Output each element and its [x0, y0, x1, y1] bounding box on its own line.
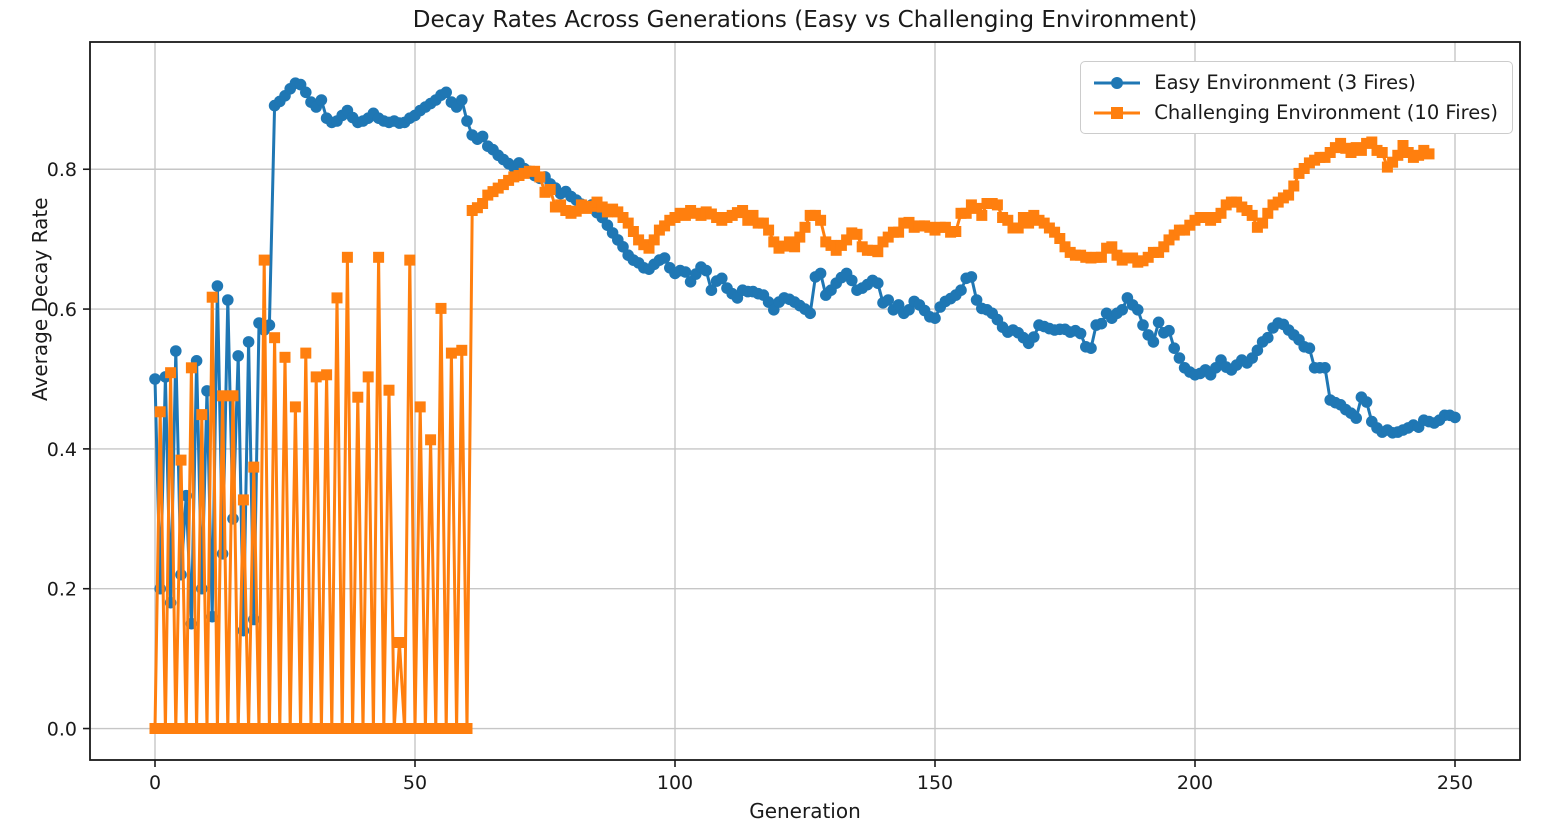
legend-line-circle-icon [1094, 76, 1141, 89]
chart-title: Decay Rates Across Generations (Easy vs … [412, 7, 1198, 33]
legend-label: Easy Environment (3 Fires) [1154, 71, 1416, 94]
y-tick-label: 0.4 [47, 439, 77, 461]
x-tick-label: 100 [657, 772, 693, 794]
x-tick-label: 150 [917, 772, 953, 794]
axes-spines [89, 41, 1521, 761]
series-markers-1 [149, 136, 1435, 734]
x-tick-label: 200 [1177, 772, 1213, 794]
y-tick-label: 0.0 [47, 719, 77, 741]
y-tick-label: 0.8 [47, 159, 77, 181]
series-line-1 [153, 140, 1430, 730]
y-tick-label: 0.2 [47, 579, 77, 601]
legend-entry-easy: Easy Environment (3 Fires) [1093, 71, 1498, 94]
x-tick-label: 50 [403, 772, 427, 794]
x-axis-label: Generation [749, 799, 861, 823]
y-tick-label: 0.6 [47, 299, 77, 321]
legend-entry-challenging: Challenging Environment (10 Fires) [1093, 101, 1498, 124]
legend: Easy Environment (3 Fires) Challenging E… [1080, 61, 1513, 134]
x-tick-label: 250 [1437, 772, 1473, 794]
x-tick-label: 0 [149, 772, 161, 794]
legend-label: Challenging Environment (10 Fires) [1154, 101, 1498, 124]
legend-line-square-icon [1094, 106, 1141, 119]
ticks [83, 168, 1456, 767]
